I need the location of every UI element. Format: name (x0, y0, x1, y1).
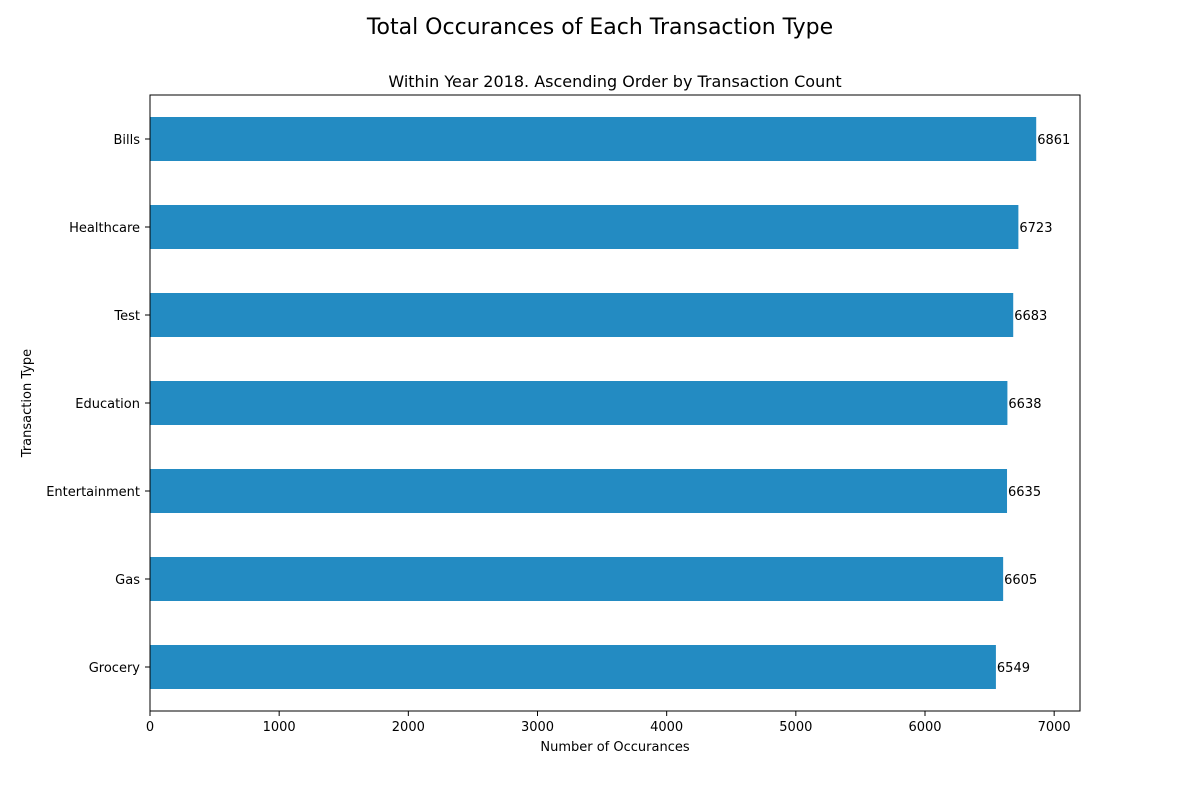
data-labels-group: 6549 6605 6635 6638 6683 6723 6861 (997, 133, 1070, 676)
x-tick-label-2000: 2000 (392, 720, 425, 735)
data-label-entertainment: 6635 (1008, 485, 1041, 500)
x-tick-label-0: 0 (146, 720, 154, 735)
bars-group (150, 117, 1037, 689)
data-label-grocery: 6549 (997, 661, 1030, 676)
y-tick-label-gas: Gas (115, 573, 140, 588)
y-tick-label-entertainment: Entertainment (46, 485, 140, 500)
data-label-healthcare: 6723 (1019, 221, 1052, 236)
plot-frame (149, 94, 1081, 712)
bar-grocery (150, 645, 996, 689)
y-axis: Grocery Gas Entertainment Education Test Heal… (46, 133, 150, 676)
figure-title: Total Occurances of Each Transaction Typ… (366, 15, 833, 40)
bar-gas (150, 557, 1004, 601)
x-axis-label: Number of Occurances (540, 740, 689, 755)
data-label-test: 6683 (1014, 309, 1047, 324)
x-tick-label-1000: 1000 (263, 720, 296, 735)
data-label-bills: 6861 (1037, 133, 1070, 148)
y-tick-label-bills: Bills (113, 133, 140, 148)
y-tick-label-education: Education (75, 397, 140, 412)
x-axis: 0 1000 2000 3000 4000 5000 6000 7000 (146, 711, 1071, 735)
x-tick-label-5000: 5000 (779, 720, 812, 735)
x-tick-label-6000: 6000 (908, 720, 941, 735)
y-axis-label: Transaction Type (20, 349, 35, 458)
y-tick-label-test: Test (113, 309, 140, 324)
chart-subtitle: Within Year 2018. Ascending Order by Tra… (388, 72, 841, 91)
x-tick-label-4000: 4000 (650, 720, 683, 735)
bar-entertainment (150, 469, 1008, 513)
x-tick-label-7000: 7000 (1038, 720, 1071, 735)
y-tick-label-healthcare: Healthcare (69, 221, 140, 236)
data-label-education: 6638 (1008, 397, 1041, 412)
bar-bills (150, 117, 1037, 161)
bar-healthcare (150, 205, 1019, 249)
data-label-gas: 6605 (1004, 573, 1037, 588)
bar-test (150, 293, 1014, 337)
x-tick-label-3000: 3000 (521, 720, 554, 735)
bar-education (150, 381, 1008, 425)
y-tick-label-grocery: Grocery (89, 661, 141, 676)
